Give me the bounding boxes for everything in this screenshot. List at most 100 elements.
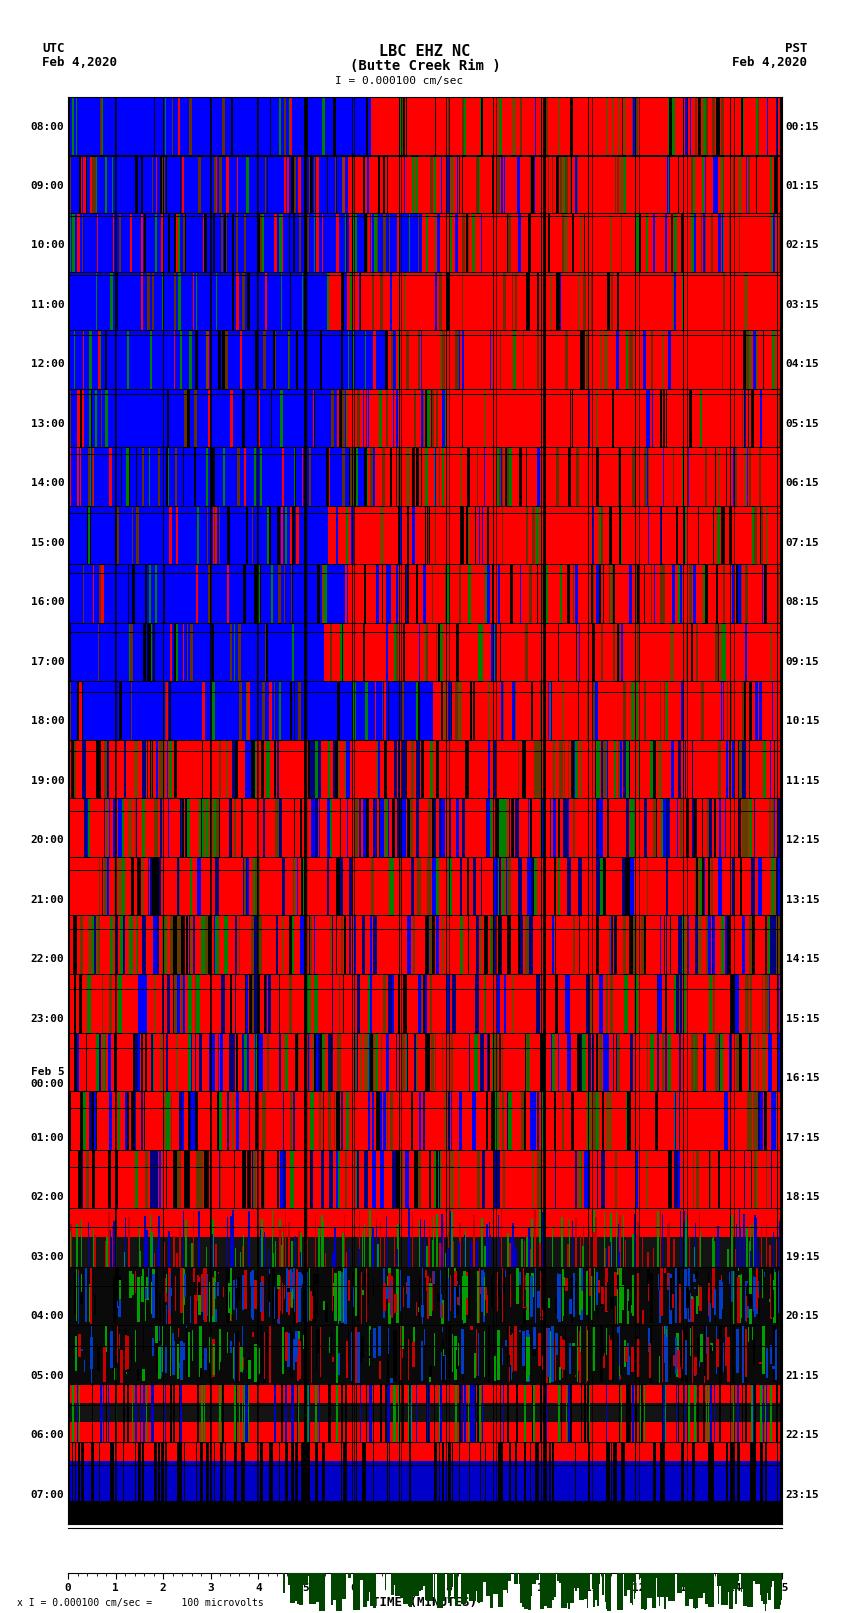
Bar [323, 1573, 325, 1594]
Bar [639, 1573, 643, 1579]
Bar [659, 1573, 660, 1607]
Bar [779, 1573, 780, 1603]
Bar [769, 1573, 776, 1581]
Bar [641, 1573, 647, 1608]
Bar [541, 1573, 547, 1584]
Bar [692, 1573, 694, 1578]
Bar [422, 1573, 428, 1586]
Bar [603, 1573, 604, 1595]
Bar [765, 1573, 772, 1578]
Text: 17:00: 17:00 [31, 656, 65, 666]
Bar [291, 1573, 296, 1592]
Bar [646, 1573, 649, 1586]
Bar [627, 1573, 632, 1590]
Bar [702, 1573, 704, 1590]
Bar [630, 1573, 633, 1603]
Text: 17:15: 17:15 [785, 1132, 819, 1142]
Bar [292, 1573, 297, 1584]
Bar [394, 1573, 400, 1595]
Bar [572, 1573, 573, 1574]
Bar [755, 1573, 760, 1584]
Bar [763, 1573, 767, 1605]
Bar [755, 1573, 756, 1578]
Bar [425, 1573, 428, 1589]
Bar [700, 1573, 705, 1594]
Bar [470, 1573, 472, 1579]
Bar [697, 1573, 698, 1592]
Text: 06:00: 06:00 [31, 1431, 65, 1440]
Bar [768, 1573, 772, 1600]
Bar [536, 1573, 539, 1581]
Bar [365, 1573, 369, 1592]
Bar [473, 1573, 477, 1581]
Bar [669, 1573, 675, 1602]
Bar [416, 1573, 423, 1590]
Bar [426, 1573, 433, 1602]
Bar [532, 1573, 536, 1584]
Bar [654, 1573, 660, 1578]
Bar [332, 1573, 337, 1600]
Bar [725, 1573, 730, 1590]
Text: 21:00: 21:00 [31, 895, 65, 905]
Bar [677, 1573, 682, 1594]
Bar [664, 1573, 666, 1610]
Text: 09:00: 09:00 [31, 181, 65, 190]
Bar [694, 1573, 699, 1608]
Bar [667, 1573, 672, 1582]
Bar [581, 1573, 587, 1597]
Bar [493, 1573, 500, 1594]
Text: 03:00: 03:00 [31, 1252, 65, 1261]
Bar [780, 1573, 787, 1586]
Bar [403, 1573, 410, 1603]
Text: 05:00: 05:00 [31, 1371, 65, 1381]
Text: 07:15: 07:15 [785, 537, 819, 548]
Bar [492, 1573, 497, 1584]
Bar [774, 1573, 776, 1579]
Bar [292, 1573, 294, 1578]
Bar [370, 1573, 371, 1600]
Bar [723, 1573, 726, 1598]
Bar [542, 1573, 546, 1594]
Text: 16:15: 16:15 [785, 1073, 819, 1084]
Bar [584, 1573, 586, 1598]
Bar [693, 1573, 694, 1581]
Text: 22:15: 22:15 [785, 1431, 819, 1440]
Bar [416, 1573, 419, 1584]
Bar [697, 1573, 702, 1598]
Bar [617, 1573, 623, 1610]
Bar [348, 1573, 350, 1579]
Bar [709, 1573, 712, 1605]
Bar [462, 1573, 468, 1586]
Bar [685, 1573, 688, 1607]
Bar [565, 1573, 572, 1576]
Bar [579, 1573, 584, 1579]
Bar [728, 1573, 734, 1578]
Bar [391, 1573, 394, 1595]
Text: 04:00: 04:00 [31, 1311, 65, 1321]
Bar [550, 1573, 552, 1594]
Text: 09:15: 09:15 [785, 656, 819, 666]
Bar [695, 1573, 699, 1590]
Text: 10:15: 10:15 [785, 716, 819, 726]
Bar [520, 1573, 524, 1603]
Bar [465, 1573, 468, 1581]
Bar [425, 1573, 426, 1600]
Bar [485, 1573, 490, 1595]
Bar [699, 1573, 700, 1595]
Bar [746, 1573, 751, 1589]
Bar [461, 1573, 466, 1603]
Text: 03:15: 03:15 [785, 300, 819, 310]
Bar [569, 1573, 570, 1605]
Text: Feb 5
00:00: Feb 5 00:00 [31, 1068, 65, 1089]
Bar [624, 1573, 627, 1595]
Bar [749, 1573, 751, 1581]
Bar [606, 1573, 608, 1608]
Bar [358, 1573, 363, 1576]
Bar [731, 1573, 738, 1589]
Bar [567, 1573, 574, 1603]
Bar [572, 1573, 576, 1576]
Text: 20:00: 20:00 [31, 836, 65, 845]
Text: 12:00: 12:00 [31, 360, 65, 369]
Bar [705, 1573, 707, 1576]
Bar [657, 1573, 664, 1597]
